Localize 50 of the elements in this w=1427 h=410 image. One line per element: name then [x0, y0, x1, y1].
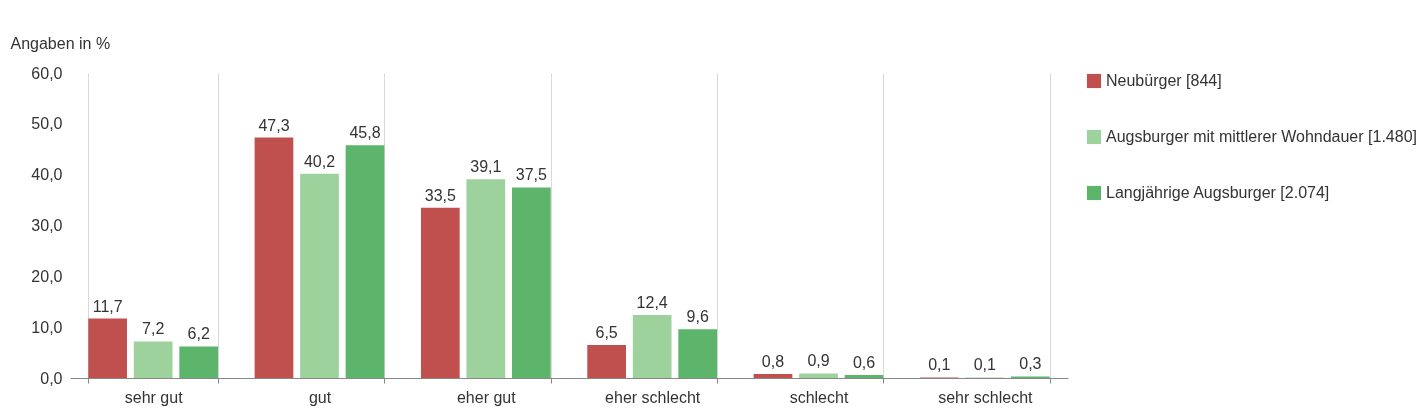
bar [632, 314, 672, 378]
data-label: 0,1 [928, 356, 951, 374]
bar [133, 341, 173, 378]
y-axis-title: Angaben in % [10, 34, 111, 52]
bar [587, 344, 626, 378]
bar [844, 374, 884, 378]
data-label: 0,8 [761, 352, 785, 370]
y-tick-label: 0,0 [40, 369, 63, 387]
x-tick-label: eher gut [456, 388, 517, 406]
data-label: 33,5 [424, 186, 456, 204]
y-tick-label: 60,0 [31, 64, 63, 82]
data-label: 6,2 [187, 325, 210, 343]
bar [254, 137, 294, 378]
bar [512, 187, 551, 378]
data-label: 6,5 [595, 323, 618, 341]
data-label: 0,6 [852, 353, 876, 371]
data-label: 37,5 [515, 166, 548, 184]
bar [179, 346, 219, 378]
data-label: 0,3 [1019, 355, 1042, 373]
x-tick-label: schlecht [789, 388, 849, 406]
data-label: 39,1 [470, 158, 502, 176]
bar [678, 329, 718, 378]
legend-label: Augsburger mit mittlerer Wohndauer [1.480] [1106, 128, 1417, 145]
bar [420, 207, 460, 378]
y-tick-label: 30,0 [31, 217, 63, 234]
bar [88, 318, 127, 378]
data-label: 12,4 [636, 293, 668, 311]
data-label: 0,1 [973, 356, 997, 374]
y-tick-label: 20,0 [31, 267, 63, 285]
bar [753, 373, 793, 378]
y-tick-label: 50,0 [31, 115, 63, 133]
data-label: 11,7 [92, 297, 123, 315]
legend-label: Langjährige Augsburger [2.074] [1106, 184, 1330, 201]
bar [799, 373, 838, 378]
data-label: 7,2 [142, 320, 165, 338]
y-tick-label: 10,0 [31, 318, 63, 336]
data-label: 45,8 [349, 124, 381, 142]
data-label: 0,9 [807, 352, 830, 370]
x-tick-label: gut [308, 388, 332, 406]
legend-label: Neubürger [844] [1106, 72, 1222, 89]
data-label: 9,6 [686, 308, 709, 326]
bar [466, 179, 506, 378]
x-tick-label: sehr schlecht [938, 388, 1034, 406]
x-tick-label: sehr gut [124, 388, 184, 406]
y-tick-label: 40,0 [31, 166, 63, 184]
data-label: 40,2 [303, 152, 336, 170]
bar [345, 145, 385, 378]
data-label: 47,3 [258, 116, 290, 134]
bar [300, 173, 339, 378]
x-tick-label: eher schlecht [605, 388, 701, 406]
